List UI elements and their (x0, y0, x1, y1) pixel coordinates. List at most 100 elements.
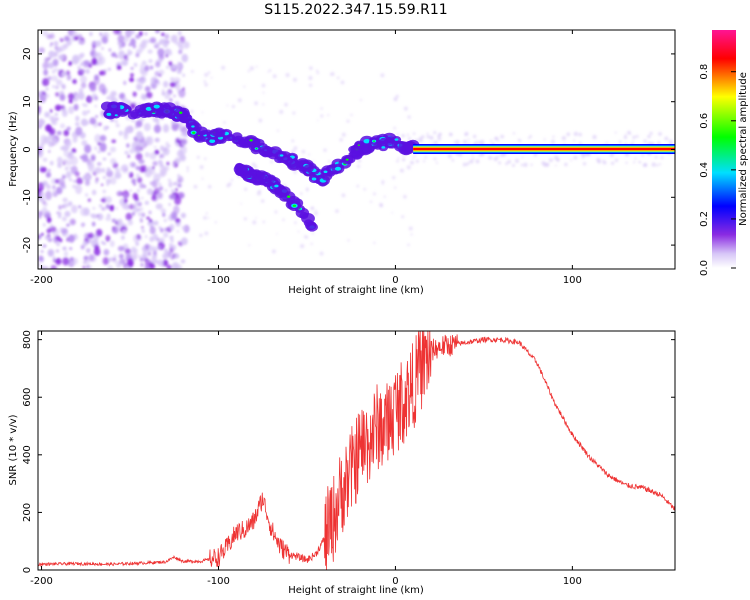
band-speckle (424, 156, 427, 159)
noise-speckle (63, 129, 70, 137)
noise-speckle (301, 149, 306, 154)
noise-speckle (45, 93, 50, 99)
noise-speckle (271, 249, 276, 254)
noise-speckle (341, 132, 346, 137)
snr-x-ticks: -200 -100 0 100 (30, 331, 582, 587)
colorbar-tick-label: 0.2 (699, 211, 710, 227)
noise-speckle (108, 48, 112, 52)
noise-speckle (162, 212, 166, 217)
noise-speckle (163, 80, 169, 88)
colorbar-label: Normalized spectral amplitude (738, 72, 749, 226)
echo-blob-core (114, 114, 118, 117)
noise-speckle (118, 253, 124, 259)
noise-speckle (92, 45, 96, 48)
noise-speckle (252, 220, 257, 225)
noise-speckle (105, 203, 110, 210)
y-tick-label: 0 (22, 146, 33, 152)
noise-speckle (139, 257, 144, 262)
noise-speckle (70, 156, 78, 166)
noise-speckle (88, 254, 95, 262)
noise-speckle (84, 144, 92, 154)
noise-speckle (159, 59, 163, 63)
noise-speckle (57, 213, 62, 219)
band-speckle (464, 131, 469, 136)
x-tick-label: 100 (563, 275, 582, 286)
noise-speckle (62, 233, 66, 237)
noise-speckle (77, 34, 83, 39)
noise-speckle (106, 167, 111, 172)
noise-speckle (174, 181, 179, 186)
noise-speckle (168, 61, 173, 67)
band-speckle (467, 138, 470, 141)
noise-speckle (395, 94, 399, 98)
noise-speckle (157, 191, 164, 200)
band-speckle (406, 133, 410, 137)
noise-speckle (41, 207, 48, 215)
noise-speckle (73, 103, 79, 111)
noise-speckle (141, 229, 145, 233)
noise-speckle (379, 202, 383, 207)
echo-blob-core (191, 125, 195, 128)
noise-speckle (373, 192, 376, 196)
noise-speckle (124, 150, 129, 155)
x-tick-label: 100 (563, 576, 582, 587)
noise-speckle (205, 212, 208, 215)
noise-speckle (173, 77, 181, 84)
noise-speckle (90, 155, 96, 162)
x-tick-label: -200 (30, 275, 53, 286)
band-speckle (573, 139, 576, 142)
noise-speckle (392, 175, 396, 180)
noise-speckle (173, 205, 180, 215)
noise-speckle (111, 139, 117, 144)
noise-speckle (47, 210, 50, 214)
noise-speckle (157, 245, 162, 250)
band-speckle (658, 163, 662, 166)
noise-speckle (98, 56, 106, 65)
band-speckle (643, 139, 647, 143)
noise-speckle (310, 206, 315, 211)
noise-speckle (180, 237, 188, 246)
band-speckle (469, 159, 474, 164)
noise-speckle (207, 216, 210, 219)
noise-speckle (105, 235, 111, 242)
band-speckle (566, 132, 571, 137)
band-speckle (429, 135, 434, 141)
noise-speckle (123, 55, 127, 60)
noise-speckle (123, 80, 127, 86)
noise-speckle (139, 79, 145, 85)
noise-speckle (162, 259, 169, 267)
noise-speckle (40, 250, 44, 253)
noise-speckle (135, 241, 139, 247)
noise-speckle (357, 159, 362, 163)
noise-speckle (95, 228, 103, 237)
band-speckle (664, 136, 669, 141)
noise-speckle (123, 194, 128, 199)
echo-blob (258, 145, 273, 157)
noise-speckle (68, 62, 72, 66)
band-speckle (530, 163, 533, 166)
noise-speckle (111, 218, 116, 223)
band-speckle (610, 161, 615, 165)
band-speckle (554, 164, 557, 167)
noise-speckle (137, 211, 143, 217)
noise-speckle (141, 39, 148, 45)
noise-speckle (79, 68, 86, 74)
noise-speckle (179, 192, 185, 199)
noise-speckle (45, 87, 49, 91)
noise-speckle (356, 184, 360, 188)
noise-speckle (177, 61, 181, 65)
noise-speckle (380, 73, 385, 78)
noise-speckle (226, 104, 229, 107)
noise-speckle (381, 180, 385, 184)
noise-speckle (175, 81, 179, 84)
noise-speckle (135, 82, 142, 91)
noise-speckle (120, 59, 128, 67)
noise-speckle (168, 203, 171, 206)
band-speckle (655, 164, 659, 167)
y-tick-label: 600 (22, 388, 33, 407)
noise-speckle (152, 161, 158, 167)
noise-speckle (201, 111, 204, 114)
noise-speckle (127, 258, 134, 267)
noise-speckle (294, 221, 297, 225)
noise-speckle (261, 83, 266, 88)
